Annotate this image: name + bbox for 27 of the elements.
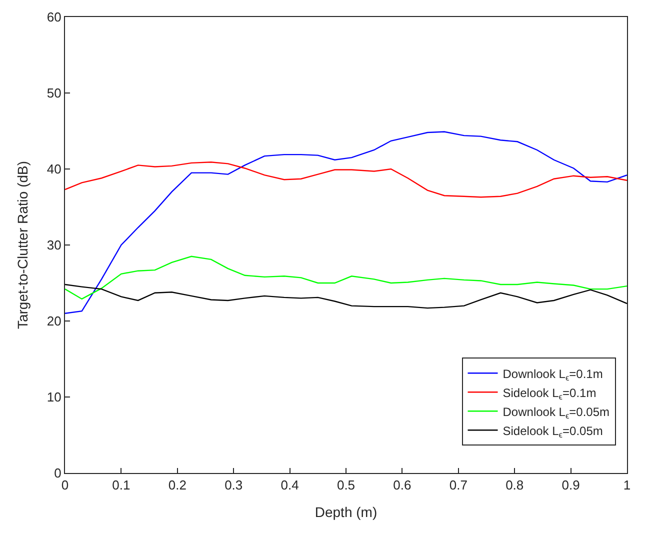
x-tick-label: 1 [623,478,631,493]
y-tick-label: 40 [46,162,62,177]
line-series [65,162,627,198]
y-tick-label: 20 [46,314,62,329]
y-tick-label: 10 [46,390,62,405]
x-tick-label: 0.4 [280,478,299,493]
x-tick-label: 0.5 [336,478,356,493]
x-tick-label: 0.9 [562,478,580,493]
line-series [65,131,627,314]
y-tick-label: 60 [46,10,62,25]
legend-label: Sidelook L$_{ϵ}$=0.1m [502,386,596,402]
y-tick-label: 50 [46,86,62,101]
y-tick-label: 0 [54,466,62,481]
line-series [65,284,627,309]
x-tick-label: 0.3 [224,478,243,493]
x-tick-label: 0.7 [449,478,468,493]
x-tick-label: 0.6 [393,478,412,493]
x-tick-label: 0.2 [168,478,186,493]
y-tick-label: 30 [46,238,62,253]
legend-label: Downlook L$_{ϵ}$=0.1m [502,366,603,382]
x-tick-label: 0.8 [506,478,524,493]
legend-label: Sidelook L$_{ϵ}$=0.05m [502,424,603,440]
x-tick-label: 0.1 [112,478,130,493]
x-axis-title: Depth (m) [314,504,378,520]
legend-label: Downlook L$_{ϵ}$=0.05m [502,404,610,420]
line-series [65,256,627,300]
y-axis-title: Target-to-Clutter Ratio (dB) [14,160,31,330]
